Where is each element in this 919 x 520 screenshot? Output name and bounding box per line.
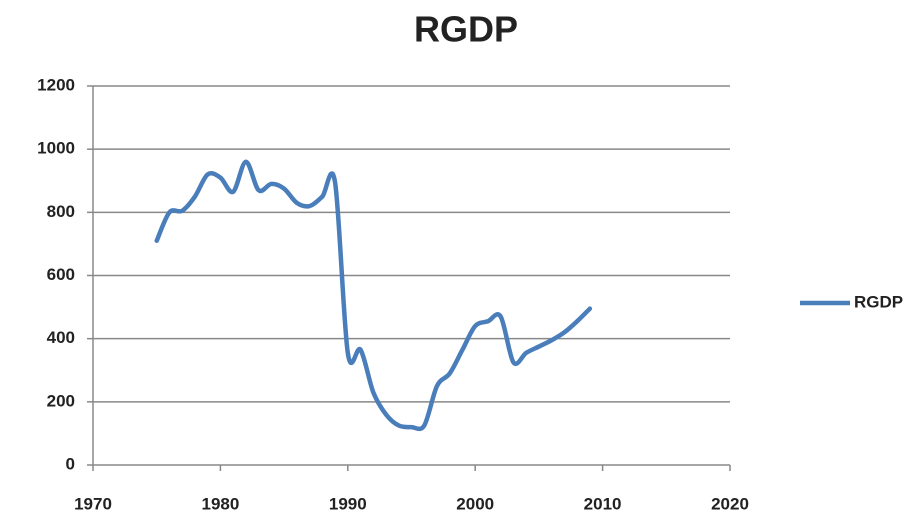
x-tick-label: 2020 xyxy=(711,494,749,513)
y-tick-label: 600 xyxy=(47,265,75,284)
y-tick-label: 200 xyxy=(47,391,75,410)
y-tick-label: 800 xyxy=(47,202,75,221)
x-tick-label: 1970 xyxy=(74,494,112,513)
x-tick-label: 2000 xyxy=(456,494,494,513)
legend-label: RGDP xyxy=(854,292,903,311)
x-tick-label: 2010 xyxy=(584,494,622,513)
y-tick-label: 400 xyxy=(47,328,75,347)
chart-title: RGDP xyxy=(414,9,518,50)
data-line xyxy=(154,159,593,432)
x-tick-label: 1990 xyxy=(329,494,367,513)
y-tick-label: 1000 xyxy=(37,139,75,158)
x-tick-label: 1980 xyxy=(201,494,239,513)
y-tick-label: 0 xyxy=(66,454,75,473)
y-tick-label: 1200 xyxy=(37,75,75,94)
